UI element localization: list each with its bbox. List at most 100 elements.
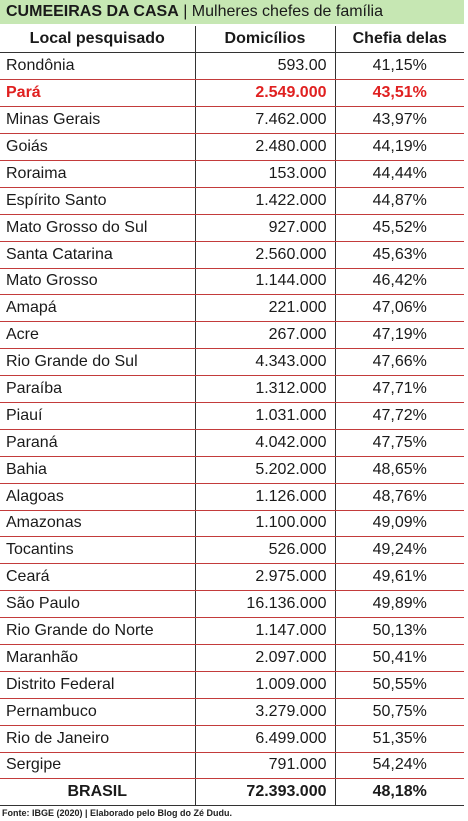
row-households: 1.126.000 — [194, 483, 335, 511]
table-row: Pernambuco 3.279.000 50,75% — [0, 698, 464, 726]
row-share: 46,42% — [334, 268, 464, 296]
title-main: CUMEEIRAS DA CASA — [6, 3, 179, 20]
row-share: 49,89% — [334, 590, 464, 619]
row-households: 1.312.000 — [194, 375, 335, 403]
row-share: 49,09% — [334, 510, 464, 538]
table-row: Amazonas 1.100.000 49,09% — [0, 510, 464, 538]
table-row: Santa Catarina 2.560.000 45,63% — [0, 241, 464, 269]
table-row: Sergipe 791.000 54,24% — [0, 752, 464, 780]
row-location: Distrito Federal — [0, 671, 195, 699]
table-row: São Paulo 16.136.000 49,89% — [0, 590, 464, 619]
row-location: Ceará — [0, 563, 195, 592]
total-households: 72.393.000 — [194, 778, 335, 807]
title-subtitle: Mulheres chefes de família — [191, 3, 383, 20]
row-share: 49,61% — [334, 563, 464, 592]
row-location: Paraíba — [0, 375, 195, 403]
table-row: Acre 267.000 47,19% — [0, 321, 464, 350]
header-share: Chefia delas — [334, 26, 464, 54]
row-share: 47,66% — [334, 348, 464, 377]
row-households: 1.422.000 — [194, 187, 335, 215]
row-households: 1.031.000 — [194, 402, 335, 430]
row-households: 153.000 — [194, 160, 335, 188]
row-households: 593.00 — [194, 52, 335, 81]
row-share: 54,24% — [334, 752, 464, 780]
row-households: 267.000 — [194, 321, 335, 350]
row-households: 2.097.000 — [194, 644, 335, 672]
row-location: Espírito Santo — [0, 187, 195, 215]
row-location: Minas Gerais — [0, 106, 195, 135]
table-row: Amapá 221.000 47,06% — [0, 294, 464, 323]
row-share: 48,76% — [334, 483, 464, 511]
table-row: Pará 2.549.000 43,51% — [0, 79, 464, 108]
row-location: Mato Grosso do Sul — [0, 214, 195, 242]
total-row: BRASIL 72.393.000 48,18% — [0, 778, 464, 807]
row-share: 47,72% — [334, 402, 464, 430]
header-row: Local pesquisado Domicílios Chefia delas — [0, 26, 464, 54]
row-households: 2.975.000 — [194, 563, 335, 592]
row-share: 47,06% — [334, 294, 464, 323]
row-location: Santa Catarina — [0, 241, 195, 269]
table-row: Rondônia 593.00 41,15% — [0, 52, 464, 81]
row-households: 1.144.000 — [194, 268, 335, 296]
table-row: Alagoas 1.126.000 48,76% — [0, 483, 464, 511]
table-row: Bahia 5.202.000 48,65% — [0, 456, 464, 484]
row-location: Rio Grande do Sul — [0, 348, 195, 377]
row-share: 50,55% — [334, 671, 464, 699]
source-footer: Fonte: IBGE (2020) | Elaborado pelo Blog… — [2, 808, 233, 818]
row-location: Pernambuco — [0, 698, 195, 726]
row-share: 47,19% — [334, 321, 464, 350]
table-row: Rio Grande do Sul 4.343.000 47,66% — [0, 348, 464, 377]
row-location: Goiás — [0, 133, 195, 161]
row-share: 44,19% — [334, 133, 464, 161]
title-bar: CUMEEIRAS DA CASA | Mulheres chefes de f… — [0, 0, 464, 24]
row-households: 1.147.000 — [194, 617, 335, 645]
row-households: 16.136.000 — [194, 590, 335, 619]
table-row: Tocantins 526.000 49,24% — [0, 536, 464, 565]
row-households: 2.549.000 — [194, 79, 335, 108]
row-households: 1.100.000 — [194, 510, 335, 538]
row-location: Pará — [0, 79, 195, 108]
row-share: 44,87% — [334, 187, 464, 215]
row-location: Amazonas — [0, 510, 195, 538]
row-share: 44,44% — [334, 160, 464, 188]
row-location: São Paulo — [0, 590, 195, 619]
row-households: 221.000 — [194, 294, 335, 323]
row-share: 47,71% — [334, 375, 464, 403]
row-households: 1.009.000 — [194, 671, 335, 699]
header-location: Local pesquisado — [0, 26, 195, 54]
row-share: 49,24% — [334, 536, 464, 565]
row-location: Tocantins — [0, 536, 195, 565]
table-row: Mato Grosso 1.144.000 46,42% — [0, 268, 464, 296]
table-row: Goiás 2.480.000 44,19% — [0, 133, 464, 161]
row-location: Rio Grande do Norte — [0, 617, 195, 645]
row-share: 50,75% — [334, 698, 464, 726]
row-location: Mato Grosso — [0, 268, 195, 296]
row-share: 47,75% — [334, 429, 464, 457]
table-row: Minas Gerais 7.462.000 43,97% — [0, 106, 464, 135]
table-row: Ceará 2.975.000 49,61% — [0, 563, 464, 592]
table-row: Roraima 153.000 44,44% — [0, 160, 464, 188]
row-households: 4.343.000 — [194, 348, 335, 377]
row-location: Rio de Janeiro — [0, 725, 195, 753]
row-share: 51,35% — [334, 725, 464, 753]
row-location: Sergipe — [0, 752, 195, 780]
row-location: Maranhão — [0, 644, 195, 672]
row-location: Bahia — [0, 456, 195, 484]
row-households: 4.042.000 — [194, 429, 335, 457]
table-row: Paraíba 1.312.000 47,71% — [0, 375, 464, 403]
row-share: 45,52% — [334, 214, 464, 242]
row-location: Paraná — [0, 429, 195, 457]
row-households: 927.000 — [194, 214, 335, 242]
row-households: 5.202.000 — [194, 456, 335, 484]
row-households: 2.480.000 — [194, 133, 335, 161]
total-share: 48,18% — [334, 778, 464, 807]
table-row: Distrito Federal 1.009.000 50,55% — [0, 671, 464, 699]
row-households: 526.000 — [194, 536, 335, 565]
row-location: Roraima — [0, 160, 195, 188]
header-households: Domicílios — [194, 26, 335, 54]
row-share: 48,65% — [334, 456, 464, 484]
table-row: Maranhão 2.097.000 50,41% — [0, 644, 464, 672]
row-households: 2.560.000 — [194, 241, 335, 269]
row-share: 45,63% — [334, 241, 464, 269]
